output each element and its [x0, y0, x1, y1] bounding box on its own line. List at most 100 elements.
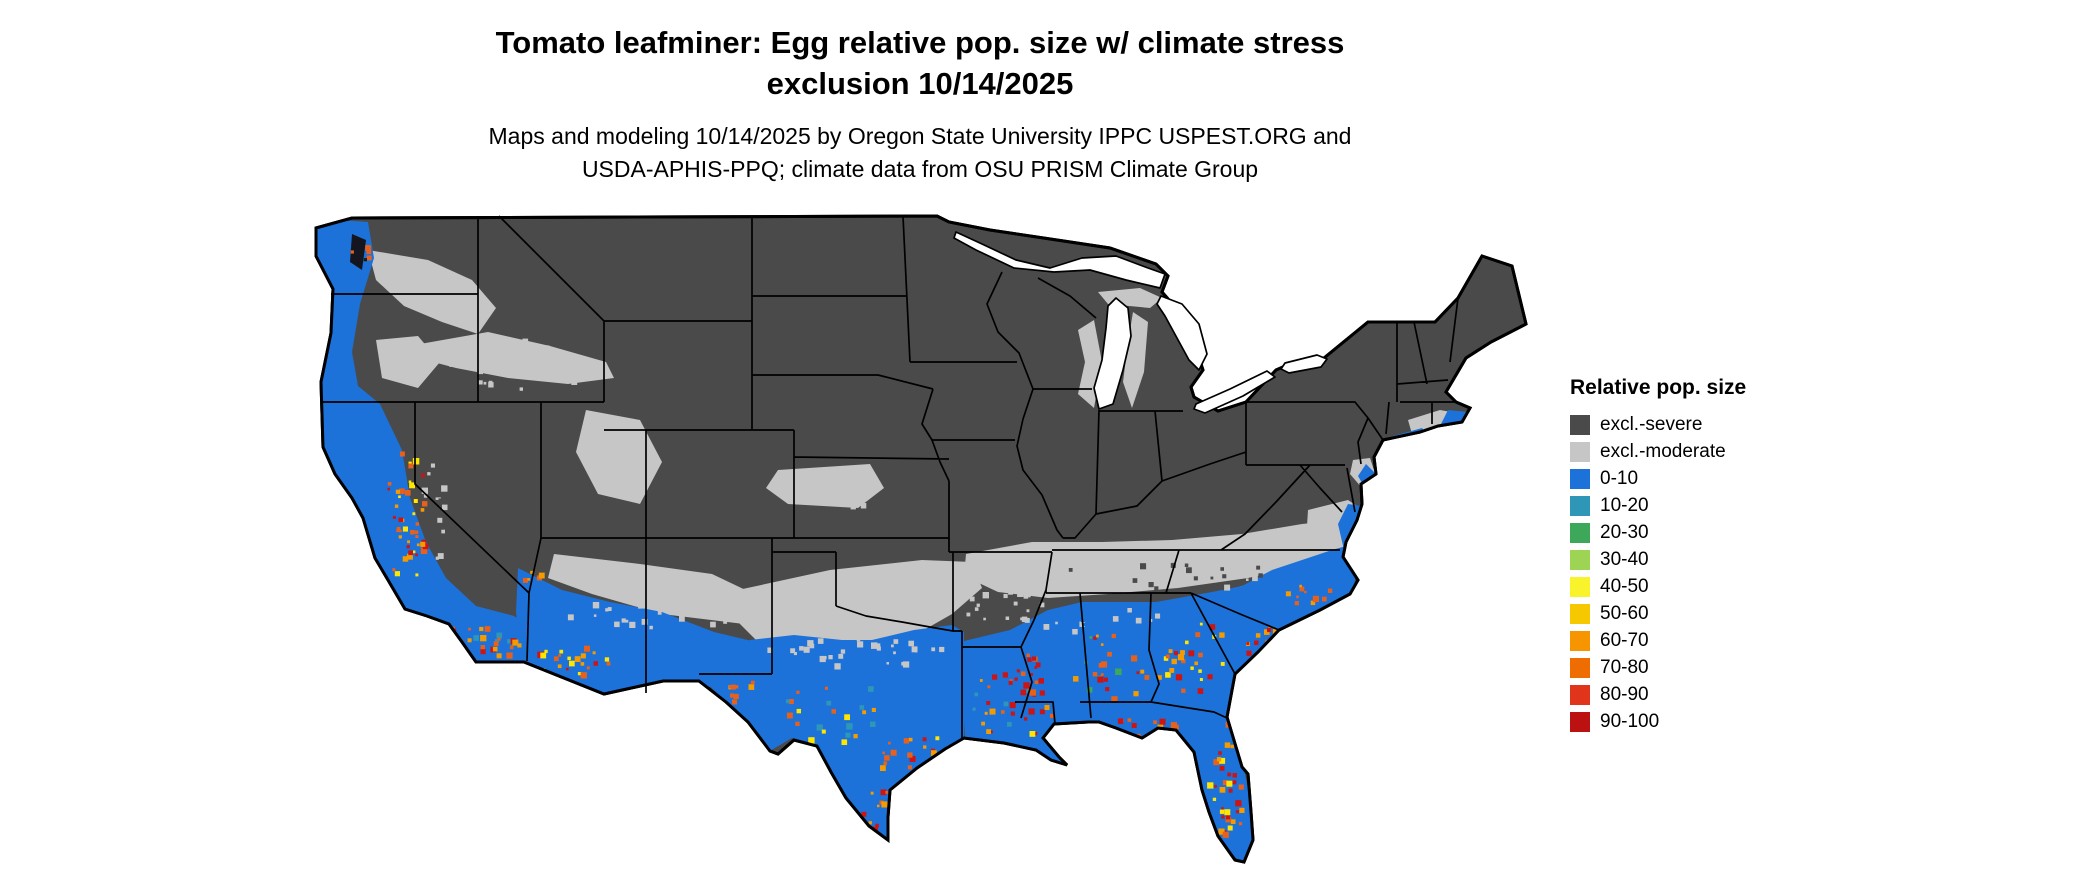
hotspot-dot	[480, 649, 486, 655]
hotspot-dot	[871, 707, 876, 712]
hotspot-dot	[1212, 797, 1217, 801]
hotspot-dot	[861, 476, 867, 482]
hotspot-dot	[732, 699, 737, 705]
hotspot-dot	[1073, 676, 1079, 682]
hotspot-dot	[1198, 669, 1202, 673]
hotspot-dot	[408, 550, 413, 556]
hotspot-dot	[796, 690, 800, 694]
hotspot-dot	[429, 502, 435, 508]
hotspot-dot	[1111, 633, 1116, 639]
hotspot-dot	[422, 501, 428, 507]
hotspot-dot	[473, 635, 479, 641]
hotspot-dot	[398, 535, 402, 539]
hotspot-dot	[1182, 577, 1188, 583]
hotspot-dot	[1299, 586, 1305, 592]
hotspot-dot	[939, 646, 945, 653]
hotspot-dot	[657, 610, 662, 615]
hotspot-dot	[415, 553, 418, 557]
hotspot-dot	[614, 621, 620, 628]
hotspot-dot	[1135, 617, 1142, 624]
hotspot-dot	[480, 645, 485, 650]
hotspot-dot	[1219, 809, 1225, 814]
hotspot-dot	[923, 745, 927, 749]
hotspot-dot	[1105, 687, 1110, 692]
hotspot-dot	[871, 642, 878, 649]
hotspot-dot	[1219, 787, 1226, 793]
lake-ontario	[1280, 354, 1328, 374]
hotspot-dot	[1144, 621, 1151, 627]
hotspot-dot	[538, 572, 545, 579]
hotspot-dot	[1058, 577, 1064, 583]
hotspot-dot	[412, 458, 420, 465]
hotspot-dot	[1327, 588, 1333, 593]
hotspot-dot	[415, 522, 419, 526]
hotspot-dot	[1169, 668, 1175, 673]
hotspot-dot	[457, 642, 462, 647]
hotspot-dot	[922, 737, 927, 742]
hotspot-dot	[441, 529, 445, 534]
hotspot-dot	[620, 481, 625, 486]
hotspot-dot	[1170, 722, 1177, 729]
hotspot-dot	[710, 621, 716, 628]
hotspot-dot	[1227, 825, 1233, 831]
hotspot-dot	[989, 708, 996, 715]
hotspot-dot	[677, 608, 680, 611]
legend-item: 90-100	[1570, 708, 1746, 735]
hotspot-dot	[1238, 822, 1243, 826]
hotspot-dot	[422, 543, 429, 550]
hotspot-dot	[517, 643, 522, 648]
hotspot-dot	[907, 765, 912, 770]
hotspot-dot	[601, 463, 606, 469]
hotspot-dot	[415, 535, 419, 539]
hotspot-dot	[516, 342, 521, 347]
hotspot-dot	[733, 693, 739, 700]
hotspot-dot	[734, 685, 739, 689]
hotspot-dot	[638, 603, 644, 609]
hotspot-dot	[1186, 567, 1192, 574]
hotspot-dot	[684, 605, 689, 609]
hotspot-dot	[1232, 780, 1237, 785]
lake-superior	[953, 231, 1166, 289]
hotspot-dot	[445, 643, 450, 647]
hotspot-dot	[1175, 674, 1183, 681]
hotspot-dot	[1223, 830, 1227, 833]
hotspot-dot	[625, 460, 631, 466]
hotspot-dot	[1068, 568, 1073, 572]
hotspot-dot	[911, 646, 918, 653]
hotspot-dot	[1219, 757, 1226, 764]
legend-label: 30-40	[1600, 548, 1649, 570]
hotspot-dot	[979, 679, 983, 682]
hotspot-dot	[1238, 784, 1244, 790]
hotspot-dot	[1009, 702, 1016, 709]
hotspot-dot	[544, 649, 548, 654]
hotspot-dot	[435, 556, 439, 560]
hotspot-dot	[549, 367, 553, 372]
hotspot-dot	[1218, 828, 1225, 835]
hotspot-dot	[567, 614, 574, 621]
hotspot-dot	[580, 672, 587, 679]
hotspot-dot	[1228, 788, 1233, 793]
hotspot-dot	[1188, 650, 1195, 657]
hotspot-dot	[891, 804, 895, 808]
hotspot-dot	[908, 737, 913, 742]
hotspot-dot	[592, 651, 596, 655]
hotspot-dot	[399, 529, 402, 533]
hotspot-dot	[1117, 718, 1124, 724]
hotspot-dot	[1190, 666, 1194, 670]
hotspot-dot	[1244, 564, 1252, 571]
hotspot-dot	[840, 649, 846, 654]
hotspot-dot	[622, 448, 627, 453]
hotspot-dot	[477, 368, 483, 375]
hotspot-dot	[990, 730, 993, 734]
hotspot-dot	[1221, 807, 1224, 810]
hotspot-dot	[493, 641, 499, 647]
hotspot-dot	[427, 472, 431, 476]
hotspot-dot	[449, 363, 453, 367]
figure-subtitle-line1: Maps and modeling 10/14/2025 by Oregon S…	[488, 123, 1352, 149]
figure-title-line1: Tomato leafminer: Egg relative pop. size…	[495, 25, 1345, 60]
hotspot-dot	[1024, 617, 1030, 623]
hotspot-dot	[704, 615, 708, 619]
hotspot-dot	[1165, 672, 1171, 678]
hotspot-dot	[404, 490, 411, 496]
hotspot-dot	[986, 729, 991, 734]
